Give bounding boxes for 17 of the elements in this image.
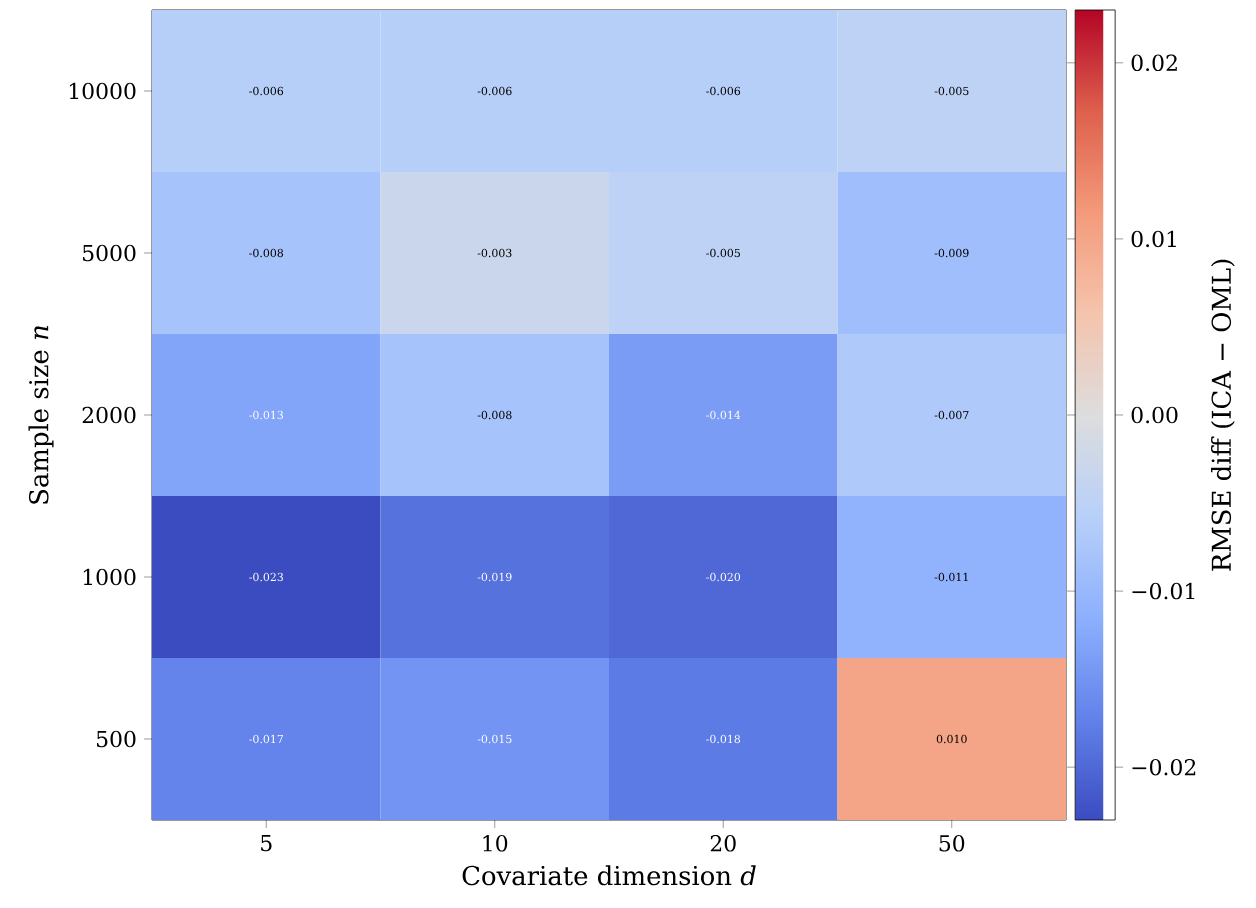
color-bar-label: 0.01 [1131,230,1176,248]
x-axis-title: Covariate dimension d [462,865,756,886]
y-tick-label: 10000 [69,82,136,100]
y-axis-title: Sample size n [28,325,54,504]
color-bar-title: RMSE diff (ICA − OML) [1211,259,1235,571]
y-tick-label: 500 [97,730,136,748]
color-bar-label: −0.02 [1132,758,1196,776]
x-tick-label: 50 [939,835,965,852]
x-tick-label: 20 [710,835,736,852]
x-tick-label: 5 [261,835,272,852]
x-tick-label: 10 [483,835,508,852]
y-tick-label: 1000 [83,568,136,586]
color-bar-label: 0.00 [1131,406,1178,424]
y-tick-label: 5000 [83,244,136,262]
y-tick-label: 2000 [82,406,136,424]
color-bar-label: −0.01 [1132,582,1195,600]
color-bar-label: 0.02 [1131,54,1177,72]
